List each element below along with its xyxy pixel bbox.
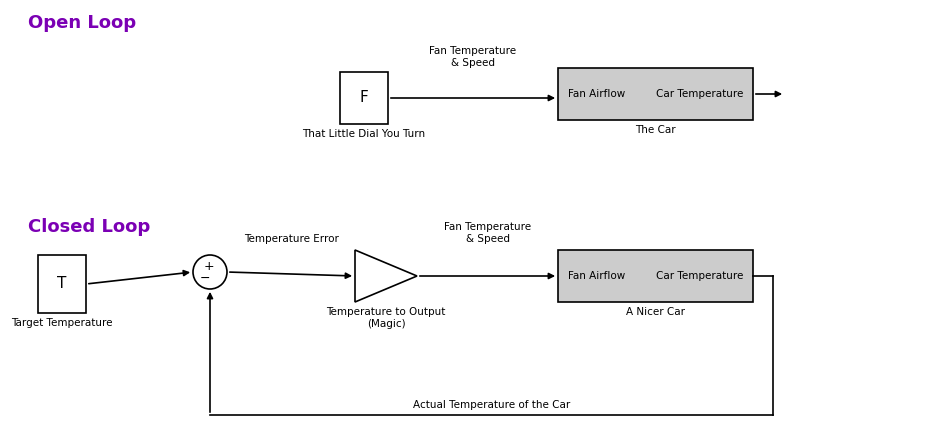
Text: −: − [199,271,211,285]
Text: A Nicer Car: A Nicer Car [626,307,685,317]
Text: Car Temperature: Car Temperature [655,271,743,281]
Text: Actual Temperature of the Car: Actual Temperature of the Car [413,400,571,410]
Text: Open Loop: Open Loop [28,14,136,32]
Text: Temperature Error: Temperature Error [243,234,338,244]
Text: Temperature to Output
(Magic): Temperature to Output (Magic) [326,307,446,328]
Text: F: F [360,91,368,106]
Bar [340,72,388,124]
Text: Fan Airflow: Fan Airflow [568,271,625,281]
Polygon shape [355,250,417,302]
Bar [558,250,753,302]
Text: Fan Airflow: Fan Airflow [568,89,625,99]
Text: Closed Loop: Closed Loop [28,218,150,236]
Bar [38,255,86,313]
Text: The Car: The Car [635,125,676,135]
Text: Fan Temperature
& Speed: Fan Temperature & Speed [430,46,517,68]
Text: Target Temperature: Target Temperature [11,318,113,328]
Text: +: + [204,260,214,274]
Circle shape [193,255,227,289]
Bar [558,68,753,120]
Text: That Little Dial You Turn: That Little Dial You Turn [303,129,426,139]
Text: Fan Temperature
& Speed: Fan Temperature & Speed [444,222,531,244]
Text: Car Temperature: Car Temperature [655,89,743,99]
Text: T: T [57,277,67,292]
